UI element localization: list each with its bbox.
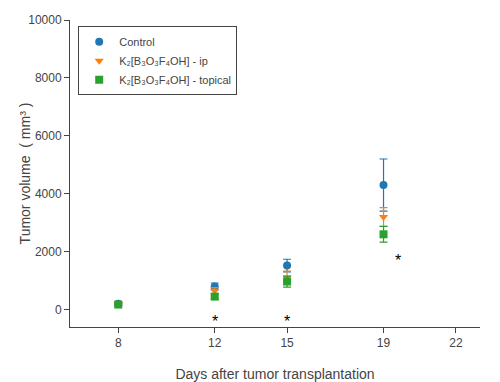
svg-text:2000: 2000 [35, 245, 62, 259]
svg-text:12: 12 [208, 336, 222, 350]
svg-text:8000: 8000 [35, 71, 62, 85]
svg-text:Control: Control [119, 36, 154, 48]
svg-text:Days after tumor transplantati: Days after tumor transplantation [175, 366, 374, 382]
svg-text:*: * [395, 252, 401, 269]
svg-text:10000: 10000 [28, 13, 62, 27]
svg-text:4000: 4000 [35, 187, 62, 201]
svg-text:*: * [284, 313, 290, 330]
svg-text:K₂[B₃O₃F₄OH] - ip: K₂[B₃O₃F₄OH] - ip [119, 55, 208, 67]
svg-text:15: 15 [280, 336, 294, 350]
svg-text:19: 19 [377, 336, 391, 350]
svg-text:Tumor volume ( mm³ ): Tumor volume ( mm³ ) [17, 103, 33, 245]
svg-text:8: 8 [115, 336, 122, 350]
svg-text:22: 22 [449, 336, 463, 350]
svg-text:0: 0 [55, 303, 62, 317]
svg-text:*: * [212, 313, 218, 330]
svg-text:6000: 6000 [35, 129, 62, 143]
svg-text:K₂[B₃O₃F₄OH] - topical: K₂[B₃O₃F₄OH] - topical [119, 74, 231, 86]
